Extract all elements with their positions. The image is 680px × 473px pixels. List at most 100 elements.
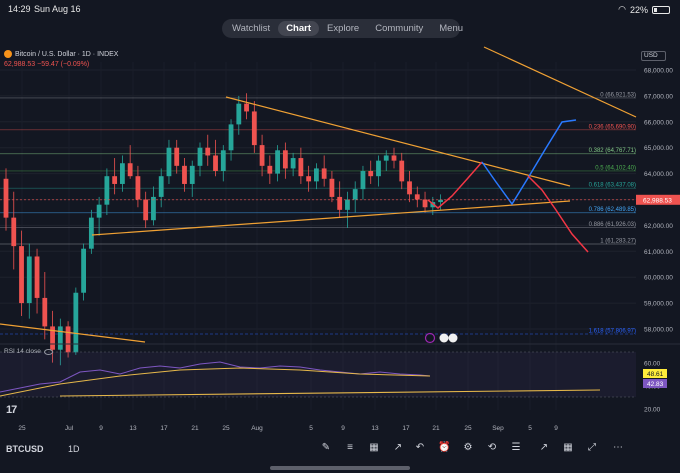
candle-body [275,150,280,174]
time-tick-label: Aug [251,425,263,432]
axes: 68,000.00 67,000.00 66,000.00 65,000.00 64,0… [18,68,680,432]
price-tick-label: 60,000.00 [644,275,673,282]
flag-icon [448,333,458,343]
time-tick-label: 9 [99,425,103,432]
currency-button[interactable]: USD [641,51,666,61]
status-time: 14:29 [8,4,31,14]
time-tick-label: 13 [371,425,379,432]
fib-level-label: 0.382 (64,767.71) [589,148,636,154]
rsi-title: RSI 14 close [4,348,41,355]
rsi-value-badge [643,369,667,378]
grid-icon[interactable]: ▦ [563,442,573,453]
status-date: Sun Aug 16 [34,4,81,14]
candle-body [337,196,343,210]
fib-level-label: 1.618 (57,806.97) [589,328,636,334]
indicators-icon[interactable]: ≡ [347,442,353,453]
rsi-line [0,361,431,393]
legend-price: 62,988.53 [4,61,36,68]
candle-body [127,163,133,177]
fib-level-label: 0 (66,921.53) [600,92,636,98]
nav-explore[interactable]: Explore [327,23,360,34]
tradingview-logo: 17 [6,404,17,416]
candle-body [151,196,156,221]
time-tick-label: 5 [528,425,532,432]
candle-body [158,176,164,197]
last-price-badge [636,194,680,205]
time-tick-label: 17 [160,425,168,432]
candle-body [228,124,234,151]
bottom-toolbar: BTCUSD 1D ✎ ≡ ▦ ↗ ↶ ⏰ ⚙ ⟲ ☰ ↗ ▦ ⤢ ⋯ [0,437,680,461]
price-tick-label: 66,000.00 [644,119,673,126]
candle-body [50,326,55,350]
trend-drawings [0,46,637,344]
candle-body [189,165,195,184]
projection-red-up [427,161,483,209]
nav-community[interactable]: Community [375,23,424,34]
fib-level-label: 0.5 (64,102.40) [595,165,636,171]
fib-level-label: 1 (61,283.27) [600,238,636,244]
nav-menu[interactable]: Menu [439,23,464,34]
candle-body [166,147,172,177]
replay-icon[interactable]: ⟲ [487,442,497,453]
fib-level-label: 0.618 (63,437.08) [589,183,636,189]
candle-body [383,155,389,161]
candle-body [213,155,218,172]
settings-icon[interactable]: ⚙ [463,442,473,453]
candle-body [306,176,312,182]
fullscreen-icon[interactable]: ⤢ [588,442,596,453]
layout-icon[interactable]: ▦ [369,442,379,453]
rsi-tick-label: 20.00 [644,407,661,414]
alert-icon[interactable]: ⏰ [438,442,451,453]
time-tick-label: 21 [191,425,199,432]
candle-body [182,165,187,184]
trade-icon[interactable]: ☰ [511,442,521,453]
candle-body [259,145,265,166]
fib-level-label: 0.236 (65,690.90) [589,124,636,130]
eye-icon[interactable] [43,348,53,355]
candle-body [298,158,304,177]
rsi-legend[interactable]: RSI 14 close [4,348,53,355]
symbol-legend[interactable]: Bitcoin / U.S. Dollar · 1D · INDEX 62,98… [4,50,118,68]
time-tick-label: 21 [432,425,440,432]
candle-body [73,292,79,353]
rsi-value-label: 48.61 [647,371,664,378]
projection-blue [481,119,577,206]
candlesticks [3,93,443,366]
symbol-button[interactable]: BTCUSD [6,444,44,454]
candle-body [399,160,405,182]
candle-body [42,297,48,327]
time-tick-label: 25 [18,425,26,432]
chart-type-icon[interactable]: ↗ [393,442,403,453]
candle-body [414,194,420,200]
rsi-ma-label: 42.83 [647,381,664,388]
nav-watchlist[interactable]: Watchlist [232,23,271,34]
nav-chart[interactable]: Chart [278,21,319,36]
rsi-trendline [59,389,601,397]
candle-body [57,326,63,350]
candle-body [438,199,443,203]
timeframe-button[interactable]: 1D [68,444,80,454]
undo-icon[interactable]: ↶ [415,442,425,453]
candle-body [267,165,273,174]
candle-body [360,171,366,190]
fib-level-label: 0.786 (62,489.85) [589,207,636,213]
candle-body [352,189,358,200]
candle-body [96,204,102,218]
event-icon [424,332,436,344]
legend-change: −59.47 (−0.09%) [37,61,90,68]
draw-tools-icon[interactable]: ✎ [321,442,331,453]
candle-body [321,168,327,179]
candle-body [391,155,397,161]
battery-percent: 22% [629,4,648,15]
last-price-label: 62,988.53 [643,197,672,204]
screenshot-icon[interactable]: ↗ [539,442,549,453]
time-tick-label: 5 [309,425,313,432]
time-tick-label: 17 [402,425,410,432]
candle-body [174,147,180,166]
candle-body [11,217,17,247]
rsi-band [0,352,636,397]
more-icon[interactable]: ⋯ [613,442,623,453]
price-tick-label: 67,000.00 [644,93,673,100]
lower-trendline [0,323,146,343]
